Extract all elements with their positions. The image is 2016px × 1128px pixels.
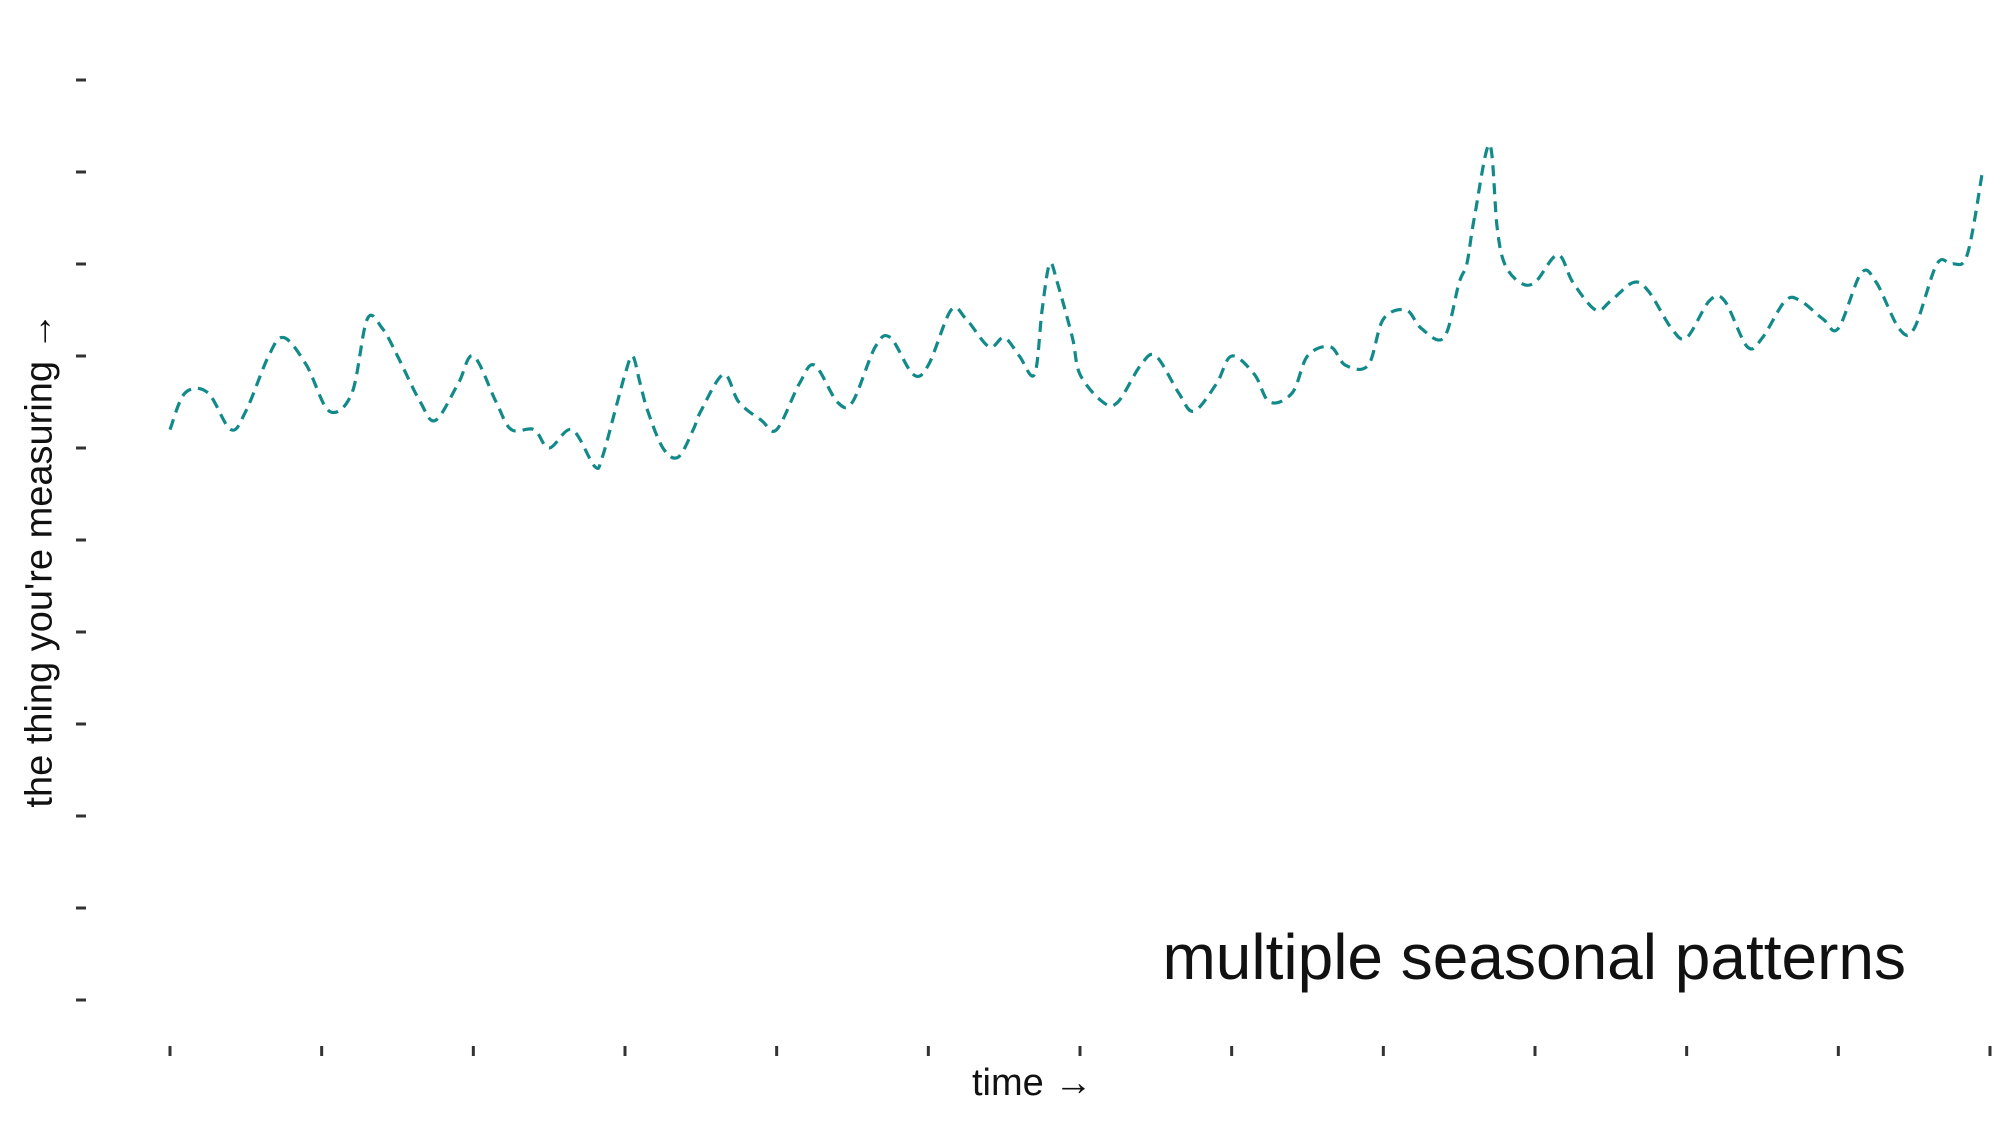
y-axis-ticks — [76, 78, 86, 1002]
x-axis-label: time → — [972, 1062, 1093, 1104]
series-line — [168, 142, 1984, 471]
y-axis-label: the thing you're measuring → — [18, 312, 61, 808]
chart-annotation: multiple seasonal patterns — [1162, 921, 1906, 993]
x-axis-ticks — [168, 1046, 1992, 1056]
